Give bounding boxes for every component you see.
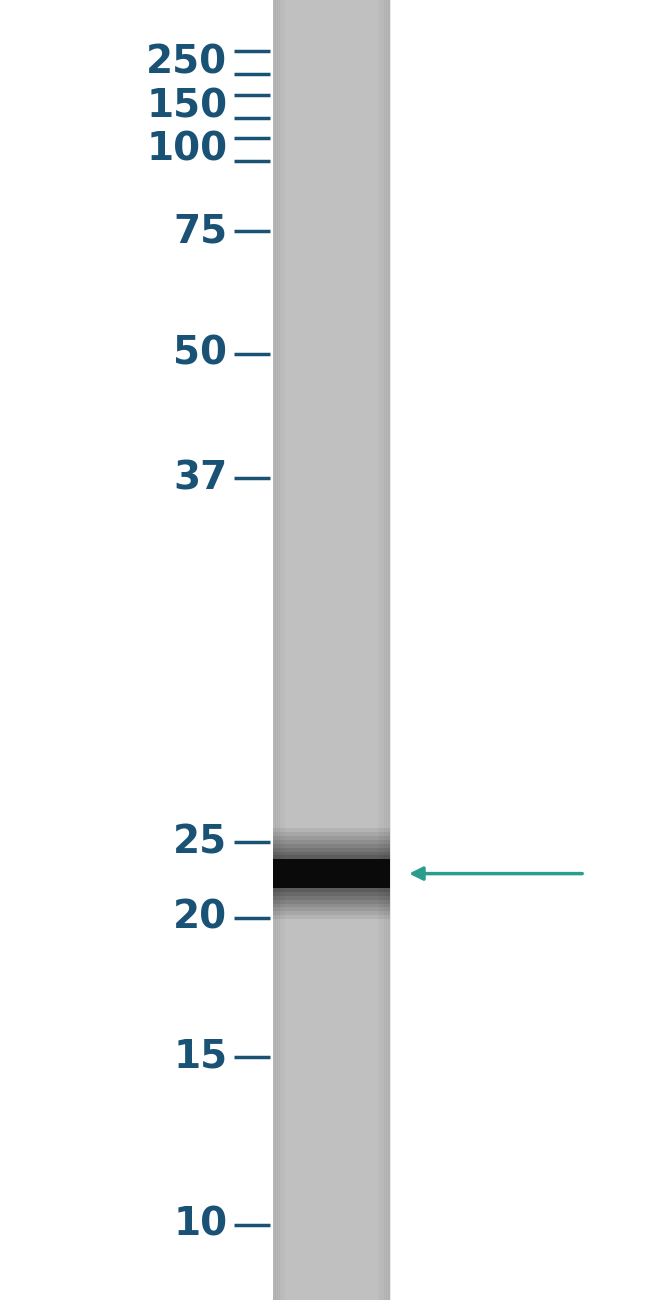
Text: 15: 15 xyxy=(174,1037,228,1076)
Bar xyxy=(273,915,390,919)
Bar xyxy=(273,828,390,832)
Bar xyxy=(273,896,390,900)
Bar xyxy=(273,892,390,896)
Bar xyxy=(273,0,276,1300)
Bar xyxy=(273,0,390,1300)
Bar xyxy=(380,0,383,1300)
Bar xyxy=(382,0,385,1300)
Text: 10: 10 xyxy=(174,1205,228,1244)
Bar xyxy=(273,859,390,888)
Text: 75: 75 xyxy=(174,212,228,251)
Text: 150: 150 xyxy=(146,87,228,126)
Bar xyxy=(386,0,389,1300)
Bar xyxy=(275,0,278,1300)
Text: 37: 37 xyxy=(174,459,228,498)
Bar xyxy=(273,852,390,855)
Text: 100: 100 xyxy=(146,130,228,169)
Bar xyxy=(279,0,281,1300)
Bar xyxy=(281,0,283,1300)
Bar xyxy=(384,0,387,1300)
Bar xyxy=(277,0,280,1300)
Text: 250: 250 xyxy=(146,43,228,82)
Bar xyxy=(388,0,391,1300)
Bar xyxy=(273,888,390,892)
Bar xyxy=(283,0,285,1300)
Bar xyxy=(273,855,390,859)
Bar xyxy=(273,840,390,844)
Bar xyxy=(273,903,390,907)
Bar xyxy=(273,900,390,903)
Bar xyxy=(273,836,390,840)
Bar xyxy=(378,0,381,1300)
Bar xyxy=(273,911,390,915)
Text: 25: 25 xyxy=(174,823,228,862)
Text: 50: 50 xyxy=(174,334,228,373)
Text: 20: 20 xyxy=(174,898,228,937)
Bar xyxy=(273,907,390,911)
Bar xyxy=(273,844,390,848)
Bar xyxy=(273,832,390,836)
Bar xyxy=(273,848,390,852)
